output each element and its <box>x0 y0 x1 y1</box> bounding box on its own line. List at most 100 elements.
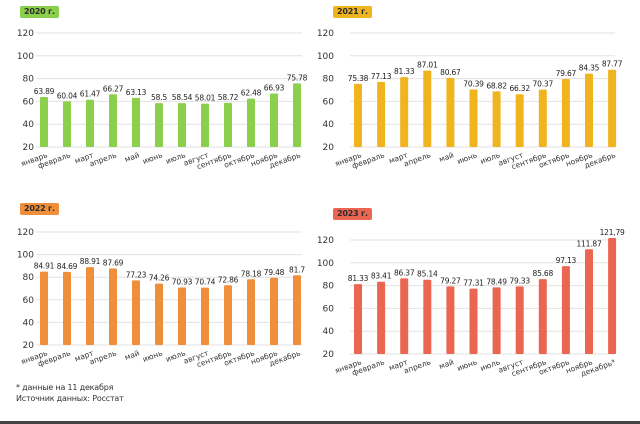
data-label: 75.38 <box>348 74 369 83</box>
bar <box>469 89 478 147</box>
x-tick-label: июнь <box>141 150 163 165</box>
data-label: 70.39 <box>463 80 484 89</box>
data-label: 58.72 <box>218 93 239 102</box>
bar <box>469 288 478 354</box>
y-tick-label: 120 <box>317 236 334 246</box>
y-tick-label: 60 <box>23 296 35 306</box>
chart-title-badge: 2022 г. <box>20 203 59 215</box>
x-tick-label: июнь <box>456 150 478 165</box>
data-label: 87.01 <box>417 61 438 70</box>
bar-chart-2023: 2040608010012081.33январь83.41февраль86.… <box>317 228 625 378</box>
bar <box>201 103 209 147</box>
y-tick-label: 20 <box>323 350 335 360</box>
bar <box>63 101 71 147</box>
data-label: 63.13 <box>126 88 147 97</box>
bar <box>293 83 301 147</box>
y-tick-label: 40 <box>23 120 35 130</box>
data-label: 111.87 <box>576 239 601 248</box>
y-tick-label: 80 <box>23 273 35 283</box>
bar <box>155 103 163 147</box>
chart-panel-2022: 2022 г. 20 40 60 80 100 120 84.91 январь 84.69 фе… <box>0 198 320 388</box>
data-label: 66.27 <box>103 84 124 93</box>
y-tick-label: 60 <box>323 304 335 314</box>
data-label: 70.37 <box>533 80 554 89</box>
y-tick-label: 20 <box>323 143 335 153</box>
bar <box>492 287 501 354</box>
y-tick-label: 100 <box>17 251 34 261</box>
bar <box>561 266 570 354</box>
chart-panel-2021: 2021 г. 20 40 60 80 100 120 75.38 январь 77.13 фе… <box>310 0 630 190</box>
x-tick-label: июнь <box>141 348 163 363</box>
bar <box>132 97 140 147</box>
y-tick-label: 120 <box>17 29 34 39</box>
bar <box>400 77 409 147</box>
bar <box>86 267 94 345</box>
chart-panel-2023: 2023 г. 20 40 60 80 100 120 81.33 январь 83.41 фе… <box>310 198 630 388</box>
data-label: 78.49 <box>486 277 507 286</box>
data-label: 78.18 <box>241 269 262 278</box>
y-tick-label: 40 <box>323 327 335 337</box>
y-tick-label: 80 <box>323 75 335 85</box>
y-tick-label: 20 <box>23 341 35 351</box>
bar <box>423 279 432 354</box>
y-tick-label: 100 <box>317 52 334 62</box>
bar <box>247 98 255 147</box>
data-label: 70.74 <box>195 278 216 287</box>
bar <box>132 280 140 345</box>
x-tick-label: июнь <box>456 357 478 372</box>
data-label: 86.37 <box>394 268 415 277</box>
data-label: 87.77 <box>602 60 623 69</box>
bar <box>63 271 71 345</box>
data-label: 81.33 <box>394 67 415 76</box>
bar <box>270 277 278 345</box>
y-tick-label: 60 <box>23 97 35 107</box>
x-tick-label: май <box>123 348 140 362</box>
data-label: 74.26 <box>149 274 170 283</box>
x-tick-label: апрель <box>403 150 432 168</box>
y-tick-label: 20 <box>23 143 35 153</box>
chart-panel-2020: 2020 г. 20 40 60 80 100 120 63.89 январь 60.04 фе… <box>0 0 320 190</box>
bar <box>201 287 209 345</box>
bar <box>608 237 617 354</box>
bar <box>515 286 524 354</box>
bar <box>224 102 232 147</box>
data-label: 68.82 <box>486 81 507 90</box>
bar <box>40 271 48 345</box>
bar <box>446 286 455 354</box>
bar <box>446 77 455 147</box>
chart-title-badge: 2021 г. <box>333 6 372 18</box>
bar <box>515 94 524 147</box>
bar <box>224 285 232 345</box>
bar <box>247 279 255 345</box>
data-label: 63.89 <box>34 87 55 96</box>
data-label: 79.67 <box>556 69 577 78</box>
y-tick-label: 60 <box>323 97 335 107</box>
data-label: 77.13 <box>371 72 392 81</box>
bar <box>538 89 547 147</box>
y-tick-label: 120 <box>17 228 34 238</box>
y-tick-label: 100 <box>317 259 334 269</box>
bar <box>354 83 362 147</box>
data-label: 79.27 <box>440 276 461 285</box>
bar <box>155 283 163 345</box>
data-label: 58.54 <box>172 93 193 102</box>
bar <box>377 281 386 354</box>
chart-title-badge: 2023 г. <box>333 208 372 220</box>
data-label: 77.31 <box>463 279 484 288</box>
data-label: 70.93 <box>172 277 193 286</box>
bar <box>538 279 547 354</box>
bar <box>109 94 117 147</box>
data-label: 79.48 <box>264 268 285 277</box>
data-label: 61.47 <box>80 90 101 99</box>
y-tick-label: 40 <box>23 318 35 328</box>
bar <box>377 81 386 147</box>
bar <box>585 249 593 354</box>
data-label: 88.91 <box>80 257 101 266</box>
bar <box>585 73 593 147</box>
data-label: 85.14 <box>417 270 438 279</box>
y-tick-label: 40 <box>323 120 335 130</box>
data-label: 97.13 <box>556 256 577 265</box>
data-label: 75.78 <box>287 73 308 82</box>
x-tick-label: май <box>438 357 455 371</box>
x-tick-label: апрель <box>88 150 117 168</box>
